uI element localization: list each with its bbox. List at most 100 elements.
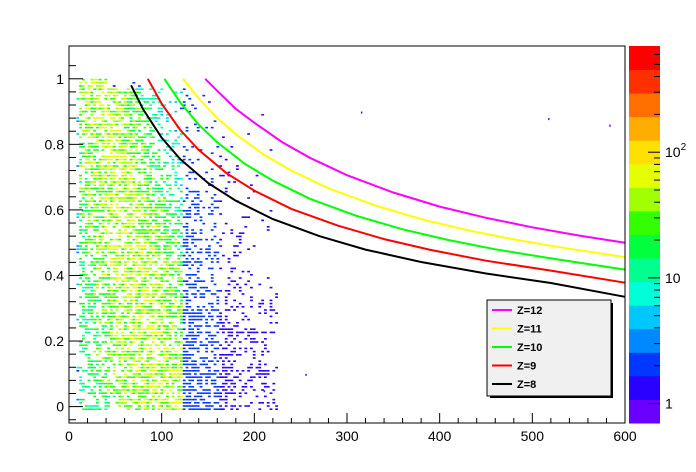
heatmap-cell (118, 149, 122, 151)
heatmap-cell (115, 248, 119, 250)
heatmap-cell (121, 389, 124, 391)
heatmap-cell (104, 302, 108, 305)
heatmap-cell (101, 178, 105, 180)
heatmap-cell (124, 280, 127, 282)
heatmap-cell (146, 178, 150, 180)
heatmap-cell (126, 142, 130, 145)
heatmap-cell (79, 242, 82, 244)
heatmap-cell (163, 197, 166, 199)
heatmap-cell (143, 347, 147, 350)
heatmap-cell (188, 347, 192, 350)
heatmap-cell (146, 306, 150, 308)
heatmap-cell (182, 322, 186, 324)
heatmap-cell (166, 152, 169, 154)
heatmap-cell (143, 302, 147, 305)
heatmap-cell (266, 370, 270, 372)
heatmap-cell (258, 373, 262, 375)
heatmap-cell (76, 98, 80, 100)
heatmap-cell (236, 331, 239, 334)
heatmap-cell (233, 245, 236, 247)
heatmap-cell (90, 187, 94, 190)
heatmap-cell (118, 395, 122, 398)
heatmap-cell (227, 360, 231, 362)
heatmap-cell (168, 312, 172, 314)
heatmap-cell (143, 280, 147, 282)
heatmap-cell (112, 210, 116, 212)
heatmap-cell (82, 318, 85, 321)
heatmap-cell (154, 379, 158, 382)
heatmap-cell (110, 251, 113, 254)
heatmap-cell (138, 312, 141, 314)
heatmap-cell (96, 136, 99, 138)
heatmap-cell (152, 200, 155, 202)
heatmap-cell (132, 219, 136, 222)
heatmap-cell (160, 210, 164, 212)
heatmap-cell (79, 110, 82, 113)
heatmap-cell (129, 133, 133, 135)
heatmap-cell (205, 322, 208, 324)
y-tick-label: 0.8 (45, 136, 65, 152)
heatmap-cell (185, 357, 189, 359)
heatmap-cell (93, 408, 96, 410)
heatmap-cell (135, 408, 138, 410)
heatmap-cell (188, 261, 192, 263)
heatmap-cell (135, 194, 138, 196)
heatmap-cell (238, 331, 242, 334)
heatmap-cell (154, 254, 158, 257)
heatmap-cell (90, 306, 94, 308)
heatmap-cell (219, 328, 222, 330)
heatmap-cell (224, 395, 228, 398)
heatmap-cell (160, 315, 164, 318)
heatmap-cell (177, 389, 180, 391)
color-scale-cell (629, 407, 660, 416)
heatmap-cell (227, 366, 231, 369)
heatmap-cell (191, 312, 194, 314)
heatmap-cell (166, 315, 169, 318)
color-scale-label: 10 (665, 270, 681, 286)
heatmap-cell (84, 171, 88, 174)
color-scale-cell (629, 203, 660, 212)
heatmap-cell (84, 248, 88, 250)
heatmap-cell (194, 178, 197, 180)
heatmap-cell (110, 210, 113, 212)
heatmap-cell (93, 130, 96, 132)
heatmap-cell (152, 136, 155, 138)
color-scale-cell (629, 132, 660, 141)
heatmap-cell (194, 232, 197, 234)
heatmap-cell (210, 258, 214, 260)
heatmap-cell (104, 293, 108, 295)
heatmap-cell (132, 286, 136, 289)
heatmap-cell (104, 133, 108, 135)
heatmap-cell (188, 110, 192, 113)
heatmap-cell (180, 395, 183, 398)
heatmap-cell (241, 389, 245, 391)
heatmap-cell (110, 328, 113, 330)
heatmap-cell (191, 322, 194, 324)
heatmap-cell (216, 251, 220, 254)
heatmap-cell (126, 197, 130, 199)
heatmap-cell (160, 206, 164, 209)
heatmap-cell (266, 405, 270, 407)
heatmap-cell (140, 142, 144, 145)
heatmap-cell (194, 296, 197, 298)
heatmap-cell (115, 232, 119, 234)
heatmap-cell (180, 235, 183, 238)
heatmap-cell (196, 126, 200, 129)
heatmap-cell (96, 334, 99, 337)
heatmap-cell (199, 261, 203, 263)
heatmap-cell (216, 386, 220, 388)
heatmap-cell (157, 395, 161, 398)
heatmap-cell (104, 203, 108, 206)
heatmap-cell (115, 254, 119, 257)
heatmap-cell (129, 162, 133, 164)
heatmap-cell (90, 165, 94, 167)
heatmap-cell (107, 395, 110, 398)
heatmap-cell (177, 379, 180, 382)
heatmap-cell (90, 363, 94, 366)
heatmap-cell (101, 174, 105, 177)
heatmap-cell (160, 133, 164, 135)
heatmap-cell (138, 117, 141, 119)
heatmap-cell (152, 142, 155, 145)
heatmap-cell (112, 354, 116, 356)
heatmap-cell (143, 290, 147, 292)
